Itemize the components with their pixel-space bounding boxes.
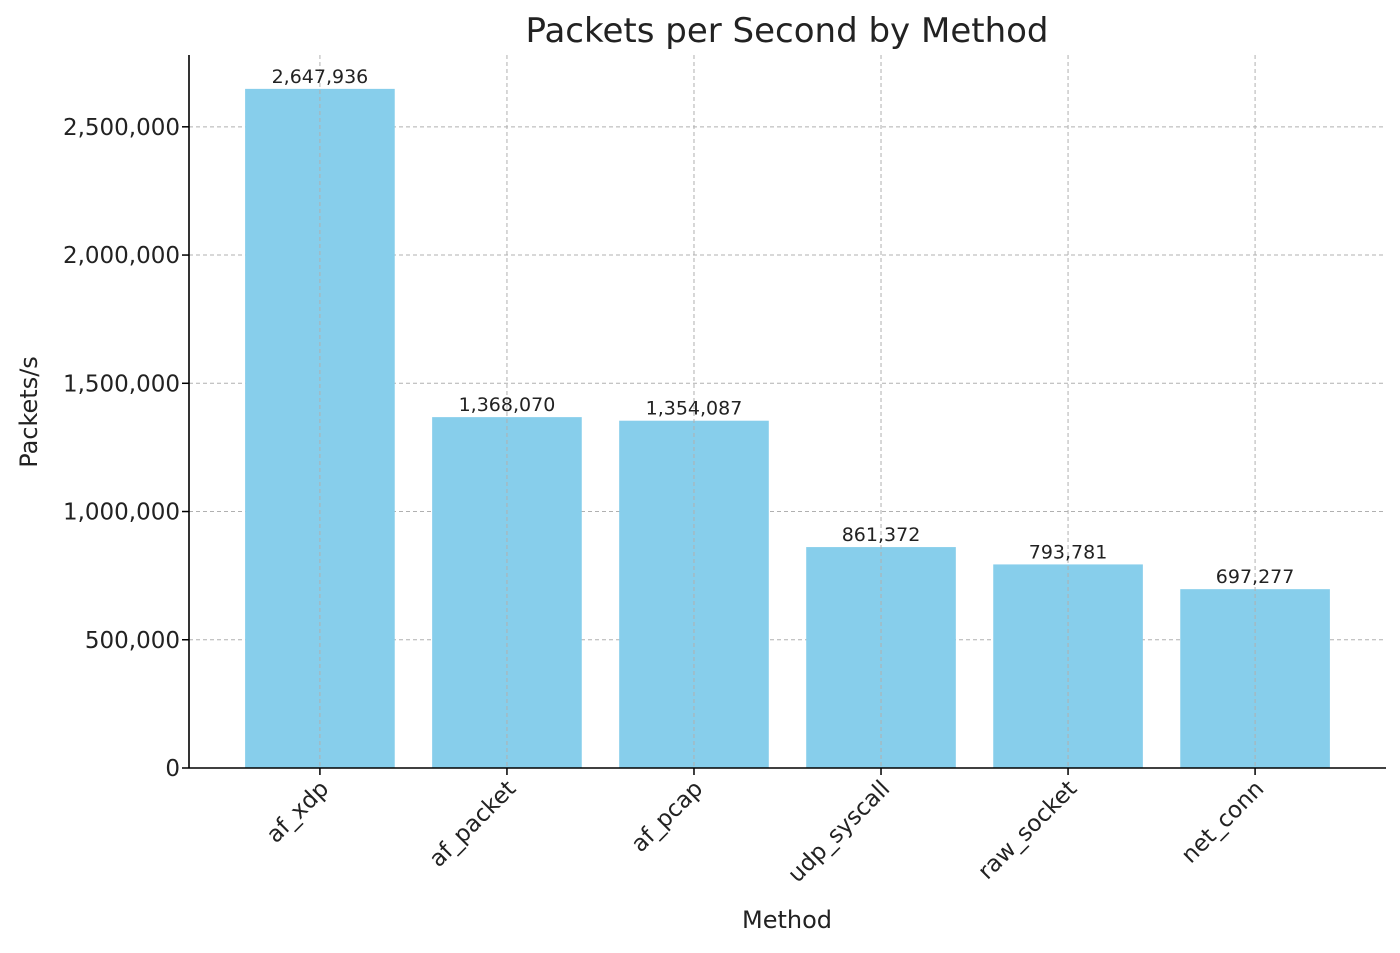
- x-tick-label: udp_syscall: [783, 776, 895, 888]
- y-axis-label: Packets/s: [15, 356, 43, 468]
- y-tick-label: 1,000,000: [63, 500, 180, 526]
- y-tick-label: 2,000,000: [63, 243, 180, 269]
- x-tick-label: af_xdp: [262, 776, 334, 848]
- bar-value-label: 2,647,936: [272, 66, 369, 88]
- y-tick-label: 500,000: [85, 628, 180, 654]
- bar-value-label: 861,372: [842, 524, 921, 546]
- x-tick-label: raw_socket: [973, 776, 1082, 885]
- y-tick-label: 0: [165, 756, 180, 782]
- value-labels: 2,647,936 1,368,070 1,354,087 861,372 793,78…: [272, 66, 1295, 588]
- bar-value-label: 1,354,087: [646, 398, 743, 420]
- bar-value-label: 793,781: [1029, 541, 1108, 563]
- bar-value-label: 697,277: [1216, 566, 1295, 588]
- axes: [182, 55, 1386, 775]
- bar-value-label: 1,368,070: [459, 394, 556, 416]
- x-tick-label: net_conn: [1177, 776, 1270, 869]
- y-tick-labels: 0 500,000 1,000,000 1,500,000 2,000,000 2,500…: [63, 115, 180, 782]
- x-tick-label: af_pcap: [626, 776, 708, 858]
- x-tick-labels: af_xdp af_packet af_pcap udp_syscall raw_soc…: [262, 776, 1270, 888]
- y-tick-label: 2,500,000: [63, 115, 180, 141]
- chart-title: Packets per Second by Method: [526, 11, 1049, 51]
- y-tick-label: 1,500,000: [63, 371, 180, 397]
- bars: [245, 88, 1330, 768]
- x-axis-label: Method: [742, 906, 832, 934]
- x-tick-label: af_packet: [425, 776, 522, 873]
